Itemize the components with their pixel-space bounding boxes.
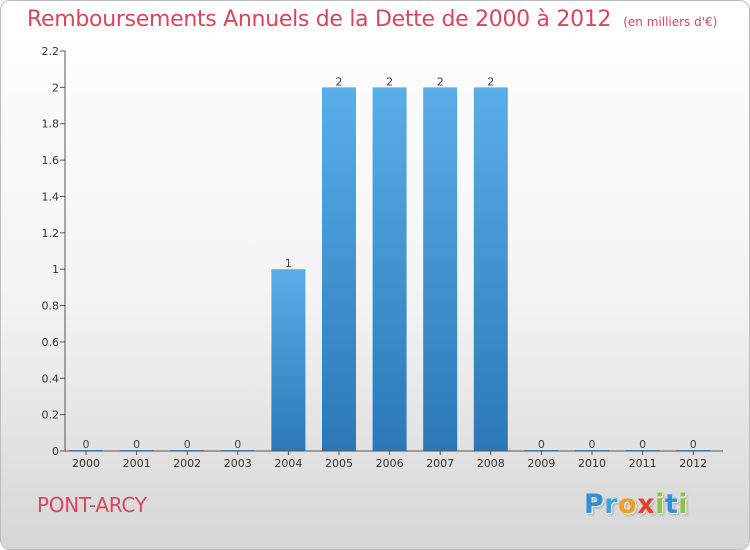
data-label: 0 (690, 438, 697, 451)
y-tick-label: 2.2 (42, 45, 60, 58)
logo-letter: t (664, 489, 679, 520)
chart-title-block: Remboursements Annuels de la Dette de 20… (27, 7, 717, 32)
y-tick-label: 0.8 (42, 300, 60, 313)
bar (473, 87, 508, 451)
data-label: 0 (639, 438, 646, 451)
bar (372, 87, 407, 451)
y-tick-label: 1.8 (42, 118, 60, 131)
x-tick-label: 2000 (72, 457, 100, 470)
data-label: 0 (589, 438, 596, 451)
x-tick-label: 2006 (376, 457, 404, 470)
chart-title: Remboursements Annuels de la Dette de 20… (27, 7, 612, 32)
y-tick-label: 2 (52, 81, 59, 94)
y-tick-label: 0.4 (42, 372, 60, 385)
bars-group (69, 87, 711, 451)
data-label: 0 (83, 438, 90, 451)
x-tick-label: 2010 (578, 457, 606, 470)
x-tick-label: 2008 (477, 457, 505, 470)
x-tick-label: 2009 (527, 457, 555, 470)
data-label: 0 (234, 438, 241, 451)
x-tick-label: 2003 (224, 457, 252, 470)
data-label: 2 (487, 75, 494, 88)
x-tick-label: 2002 (173, 457, 201, 470)
logo-letter: i (655, 489, 665, 520)
unit-note: (en milliers d'€) (623, 15, 718, 29)
logo-letter: i (678, 489, 689, 520)
axes-group: 00.20.40.60.811.21.41.61.822.22000020010… (42, 45, 723, 470)
y-tick-label: 1.6 (42, 154, 60, 167)
y-tick-label: 0.2 (42, 409, 60, 422)
y-tick-label: 1 (52, 263, 59, 276)
y-tick-label: 1.4 (42, 190, 60, 203)
data-label: 2 (437, 75, 444, 88)
data-label: 0 (184, 438, 191, 451)
bar (322, 87, 356, 451)
logo-letter: P (584, 489, 605, 520)
logo-letter: r (604, 489, 619, 520)
bar (271, 269, 306, 451)
y-tick-label: 0.6 (42, 336, 60, 349)
data-label: 1 (285, 257, 292, 270)
logo-letter: o (618, 489, 638, 520)
bar (423, 87, 458, 451)
x-tick-label: 2011 (629, 457, 657, 470)
y-tick-label: 1.2 (42, 227, 60, 240)
x-tick-label: 2007 (426, 457, 454, 470)
x-tick-label: 2005 (325, 457, 353, 470)
x-tick-label: 2012 (679, 457, 707, 470)
data-label: 2 (336, 75, 343, 88)
proxiti-logo: Proxiti (584, 489, 688, 520)
x-tick-label: 2004 (274, 457, 302, 470)
x-tick-label: 2001 (123, 457, 151, 470)
y-tick-label: 0 (52, 445, 59, 458)
data-label: 0 (538, 438, 545, 451)
data-label: 0 (133, 438, 140, 451)
data-label: 2 (386, 75, 393, 88)
logo-letter: x (637, 489, 656, 520)
commune-name: PONT-ARCY (37, 493, 147, 517)
